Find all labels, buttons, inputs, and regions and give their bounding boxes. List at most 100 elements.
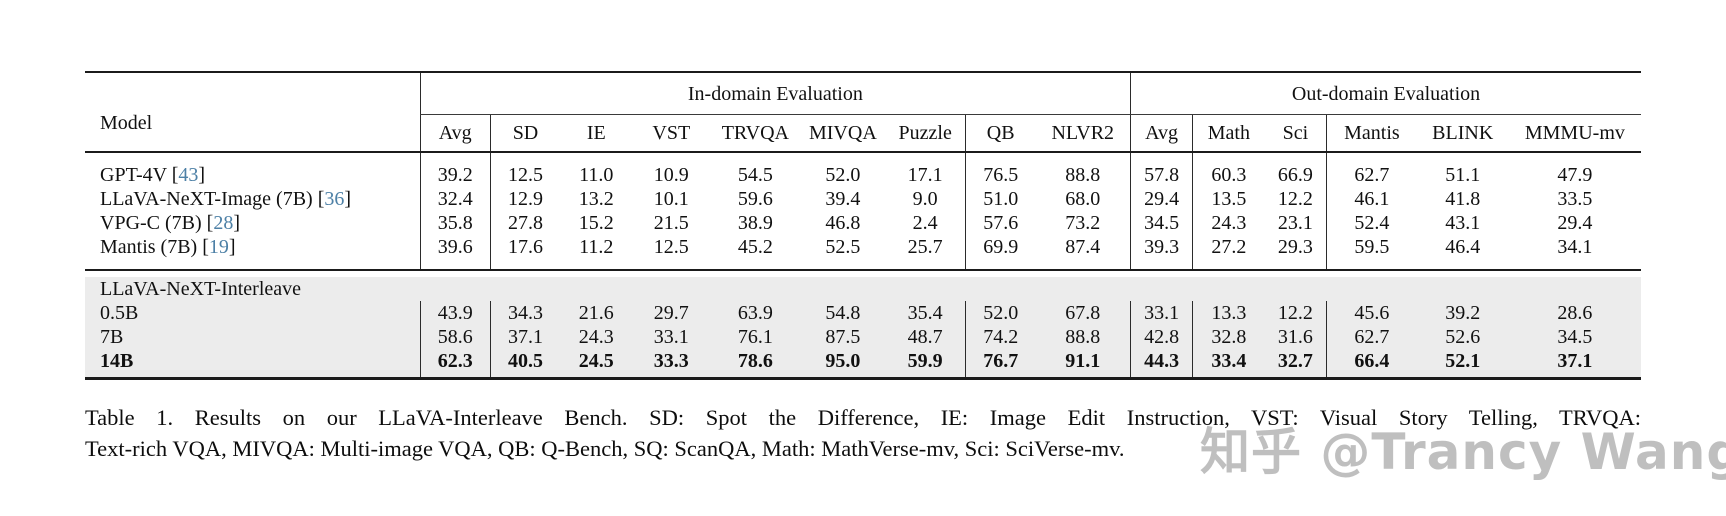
metric-cell: 54.8: [800, 301, 886, 325]
citation-link[interactable]: 28: [213, 212, 234, 234]
table-row: 7B 58.6 37.1 24.3 33.1 76.1 87.5 48.7 74.2 88.8 42…: [85, 325, 1641, 349]
caption-line-2: Text-rich VQA, MIVQA: Multi-image VQA, Q…: [85, 436, 1125, 461]
metric-cell: 37.1: [489, 325, 561, 349]
column-header-row: Avg SD IE VST TRVQA MIVQA Puzzle QB NLVR…: [85, 114, 1641, 152]
metric-cell: 33.3: [632, 349, 711, 379]
metric-cell: 12.5: [653, 236, 689, 258]
table-caption: Table 1. Results on our LLaVA-Interleave…: [85, 402, 1641, 464]
out-domain-group-header: Out-domain Evaluation: [1130, 72, 1641, 115]
metric-cell: 62.3: [419, 349, 491, 379]
metric-cell: 33.4: [1192, 349, 1265, 379]
metric-cell: 48.7: [885, 325, 966, 349]
citation-link[interactable]: 19: [208, 236, 229, 258]
results-table: Model In-domain Evaluation Out-domain Ev…: [85, 71, 1641, 380]
model-name: 7B: [100, 326, 124, 348]
metric-cell: 74.2: [964, 325, 1036, 349]
metric-cell: 47.9: [1557, 164, 1593, 186]
metric-cell: 59.9: [885, 349, 966, 379]
metric-cell: 25.7: [907, 236, 943, 258]
metric-cell: 57.8: [1130, 152, 1193, 187]
metric-cell: 91.1: [1035, 349, 1131, 379]
col-header-avg-in: Avg: [419, 114, 491, 152]
baseline-models-section: GPT-4V [43] 39.2 12.5 11.0 10.9 54.5 52.0 17.1 7…: [85, 152, 1641, 270]
metric-cell: 46.8: [825, 212, 861, 234]
metric-cell: 35.8: [419, 211, 491, 235]
metric-cell: 45.6: [1326, 301, 1417, 325]
metric-cell: 39.2: [1416, 301, 1509, 325]
metric-cell: 42.8: [1130, 325, 1193, 349]
metric-cell: 45.2: [737, 236, 773, 258]
col-header-vst: VST: [652, 122, 691, 144]
metric-cell: 66.4: [1326, 349, 1417, 379]
metric-cell: 58.6: [419, 325, 491, 349]
model-cell: 14B: [85, 349, 421, 379]
citation-link[interactable]: 43: [178, 164, 199, 186]
table-row: 14B 62.3 40.5 24.5 33.3 78.6 95.0 59.9 76.7 91.1 4…: [85, 349, 1641, 379]
metric-cell: 29.4: [1130, 187, 1193, 211]
col-header-puzzle: Puzzle: [898, 122, 952, 144]
model-name: VPG-C (7B): [100, 212, 202, 234]
model-cell: Mantis (7B) [19]: [100, 236, 236, 258]
metric-cell: 59.6: [737, 188, 773, 210]
model-cell: GPT-4V [43]: [100, 164, 206, 186]
metric-cell: 46.4: [1445, 236, 1481, 258]
metric-cell: 29.3: [1277, 236, 1313, 258]
metric-cell: 51.0: [964, 187, 1036, 211]
caption-line-1: Table 1. Results on our LLaVA-Interleave…: [85, 405, 1641, 430]
metric-cell: 54.5: [737, 164, 773, 186]
metric-cell: 88.8: [1065, 164, 1101, 186]
metric-cell: 87.4: [1065, 236, 1101, 258]
spacer-cell: [85, 270, 1641, 277]
citation-link[interactable]: 36: [324, 188, 345, 210]
metric-cell: 32.8: [1192, 325, 1265, 349]
group-label-row: LLaVA-NeXT-Interleave: [85, 277, 1641, 301]
metric-cell: 28.6: [1508, 301, 1641, 325]
metric-cell: 52.4: [1326, 211, 1417, 235]
metric-cell: 95.0: [800, 349, 886, 379]
metric-cell: 21.6: [560, 301, 633, 325]
model-cell: 7B: [85, 325, 421, 349]
metric-cell: 52.1: [1416, 349, 1509, 379]
col-header-sd: SD: [489, 114, 561, 152]
metric-cell: 57.6: [964, 211, 1036, 235]
metric-cell: 34.1: [1557, 236, 1593, 258]
metric-cell: 33.1: [1130, 301, 1193, 325]
metric-cell: 60.3: [1192, 152, 1265, 187]
metric-cell: 27.2: [1192, 235, 1265, 270]
model-cell: VPG-C (7B) [28]: [100, 212, 241, 234]
metric-cell: 34.5: [1130, 211, 1193, 235]
col-header-ie: IE: [586, 122, 606, 144]
metric-cell: 34.5: [1508, 325, 1641, 349]
metric-cell: 17.1: [907, 164, 943, 186]
col-header-mantis: Mantis: [1326, 114, 1417, 152]
metric-cell: 67.8: [1035, 301, 1131, 325]
metric-cell: 9.0: [912, 188, 938, 210]
metric-cell: 76.1: [710, 325, 801, 349]
metric-cell: 34.3: [489, 301, 561, 325]
table-row: 0.5B 43.9 34.3 21.6 29.7 63.9 54.8 35.4 52.0 67.8…: [85, 301, 1641, 325]
model-name: 14B: [100, 350, 134, 372]
metric-cell: 29.4: [1557, 212, 1593, 234]
metric-cell: 32.7: [1264, 349, 1327, 379]
metric-cell: 52.0: [825, 164, 861, 186]
metric-cell: 41.8: [1445, 188, 1481, 210]
metric-cell: 31.6: [1264, 325, 1327, 349]
metric-cell: 27.8: [489, 211, 561, 235]
metric-cell: 51.1: [1445, 164, 1481, 186]
model-name: 0.5B: [100, 302, 139, 324]
metric-cell: 78.6: [710, 349, 801, 379]
zhihu-watermark: 知乎 @Trancy Wang: [1200, 423, 1726, 481]
metric-cell: 39.4: [825, 188, 861, 210]
metric-cell: 43.1: [1445, 212, 1481, 234]
model-name: GPT-4V: [100, 164, 167, 186]
metric-cell: 13.5: [1192, 187, 1265, 211]
metric-cell: 38.9: [737, 212, 773, 234]
col-header-mmmu-mv: MMMU-mv: [1524, 122, 1625, 144]
col-header-nlvr2: NLVR2: [1051, 122, 1115, 144]
metric-cell: 52.6: [1416, 325, 1509, 349]
metric-cell: 23.1: [1277, 212, 1313, 234]
metric-cell: 76.7: [964, 349, 1036, 379]
metric-cell: 24.3: [560, 325, 633, 349]
metric-cell: 33.1: [632, 325, 711, 349]
results-table-area: Model In-domain Evaluation Out-domain Ev…: [85, 71, 1641, 380]
